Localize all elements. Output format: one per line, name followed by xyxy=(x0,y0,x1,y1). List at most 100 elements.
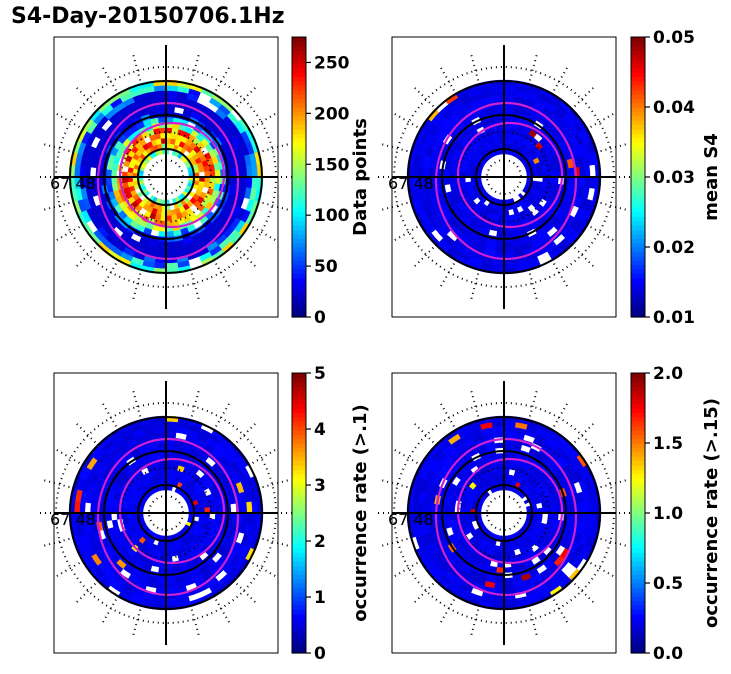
colorbar-segment xyxy=(631,394,645,400)
colorbar-segment xyxy=(292,613,306,619)
heatmap-cell xyxy=(230,512,237,523)
location-marker: 67 48 xyxy=(50,510,96,529)
heatmap-cell xyxy=(165,431,177,439)
heatmap-cell xyxy=(165,251,177,259)
contour-line xyxy=(118,121,226,229)
heatmap-cell xyxy=(156,241,167,248)
colorbar-segment xyxy=(292,76,306,82)
colorbar-segment xyxy=(631,517,645,523)
colorbar-segment xyxy=(631,626,645,632)
colorbar-segment xyxy=(631,76,645,82)
colorbar-tick-label: 3 xyxy=(314,476,326,496)
colorbar-segment xyxy=(631,644,645,650)
contour-line xyxy=(96,101,240,261)
colorbar-segment xyxy=(631,569,645,575)
colorbar-segment xyxy=(292,517,306,523)
colorbar-segment xyxy=(292,390,306,396)
colorbar-segment xyxy=(292,631,306,637)
colorbar-segment xyxy=(292,521,306,527)
colorbar-segment xyxy=(631,495,645,501)
colorbar-segment xyxy=(292,233,306,239)
colorbar-segment xyxy=(292,482,306,488)
heatmap-cell xyxy=(165,85,179,92)
heatmap-cell xyxy=(165,426,178,433)
colorbar-segment xyxy=(292,381,306,387)
colorbar-segment xyxy=(631,273,645,279)
colorbar-segment xyxy=(631,72,645,77)
colorbar-segment xyxy=(292,177,306,182)
heatmap-cell xyxy=(443,512,450,522)
colorbar-segment xyxy=(631,609,645,615)
heatmap-cell xyxy=(503,421,517,428)
colorbar-bottom-right: 0.0 0.5 1.0 1.5 2.0 occurrence rate (>.15) xyxy=(630,364,722,664)
colorbar-segment xyxy=(292,133,306,139)
colorbar-segment xyxy=(631,45,645,51)
heatmap-cell xyxy=(214,176,221,185)
colorbar-segment xyxy=(631,93,645,99)
colorbar-segment xyxy=(631,429,645,435)
colorbar-segment xyxy=(292,50,306,56)
colorbar-tick-label: 0.02 xyxy=(653,238,695,258)
colorbar-segment xyxy=(292,574,306,580)
colorbar-segment xyxy=(631,163,645,169)
heatmap-cell xyxy=(155,582,167,590)
heatmap-cell xyxy=(154,426,167,433)
colorbar-segment xyxy=(631,146,645,152)
colorbar-segment xyxy=(631,561,645,567)
heatmap-cell xyxy=(449,512,456,521)
heatmap-cell xyxy=(491,85,505,92)
heatmap-cell xyxy=(503,95,515,103)
heatmap-cell xyxy=(584,176,591,189)
heatmap-cell xyxy=(503,241,514,248)
colorbar-segment xyxy=(292,587,306,593)
colorbar-segment xyxy=(631,120,645,126)
colorbar-tick-label: 2 xyxy=(314,532,326,552)
heatmap-cell xyxy=(503,598,517,605)
colorbar-segment xyxy=(631,381,645,387)
heatmap-cell xyxy=(156,442,167,449)
colorbar-segment xyxy=(292,120,306,126)
colorbar-segment xyxy=(292,429,306,435)
colorbar-segment xyxy=(292,107,306,112)
heatmap-cell xyxy=(230,176,237,187)
heatmap-cell xyxy=(153,262,167,269)
location-marker: 67 48 xyxy=(388,510,434,529)
colorbar-segment xyxy=(292,499,306,505)
heatmap-cell xyxy=(503,582,515,590)
colorbar-segment xyxy=(292,63,306,69)
colorbar-segment xyxy=(631,373,645,378)
heatmap-cell xyxy=(443,168,450,178)
heatmap-cell xyxy=(240,502,248,514)
colorbar-segment xyxy=(292,622,306,628)
colorbar-tick-label: 200 xyxy=(314,104,350,124)
heatmap-cell xyxy=(491,421,505,428)
colorbar-segment xyxy=(292,268,306,274)
colorbar-segment xyxy=(292,264,306,270)
colorbar-segment xyxy=(631,98,645,104)
heatmap-cell xyxy=(503,106,514,113)
heatmap-cell xyxy=(584,165,591,178)
contour-line xyxy=(456,121,564,229)
colorbar-segment xyxy=(292,146,306,152)
colorbar-segment xyxy=(631,295,645,301)
heatmap-cell xyxy=(503,452,513,459)
colorbar-segment xyxy=(631,596,645,602)
colorbar-segment xyxy=(631,521,645,527)
heatmap-cell xyxy=(153,85,167,92)
colorbar-segment xyxy=(292,451,306,457)
colorbar-segment xyxy=(631,155,645,161)
heatmap-cell xyxy=(493,582,505,590)
colorbar-segment xyxy=(292,150,306,156)
colorbar-tick-label: 250 xyxy=(314,53,350,73)
heatmap-cell xyxy=(568,176,575,187)
colorbar-segment xyxy=(631,268,645,274)
heatmap-cell xyxy=(503,567,513,574)
heatmap-cell xyxy=(153,421,167,428)
colorbar-segment xyxy=(292,229,306,235)
colorbar-segment xyxy=(631,504,645,510)
colorbar-tick-label: 150 xyxy=(314,155,350,175)
heatmap-cell xyxy=(493,431,505,439)
figure-title: S4-Day-20150706.1Hz xyxy=(11,4,285,29)
colorbar-segment xyxy=(631,456,645,462)
